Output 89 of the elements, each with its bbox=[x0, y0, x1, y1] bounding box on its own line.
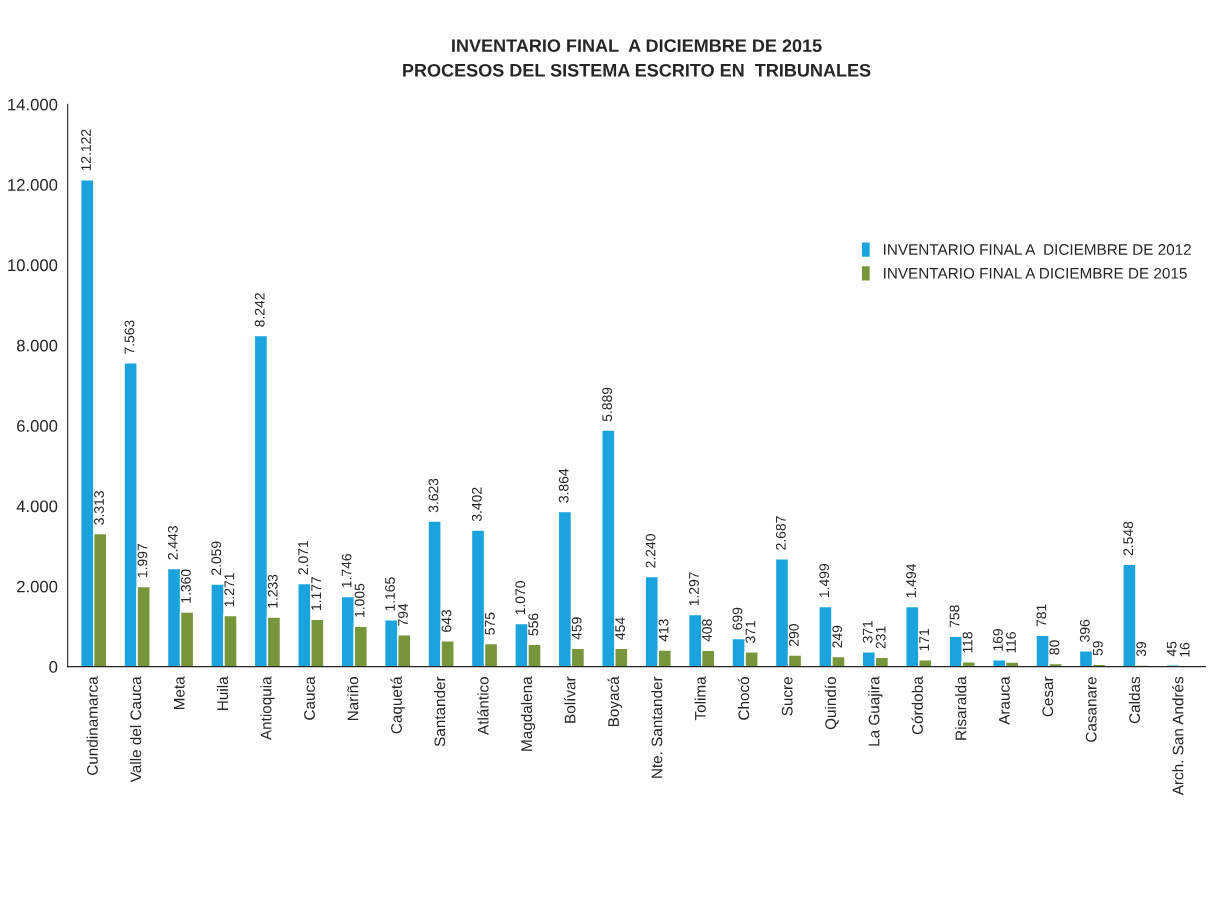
legend-label: INVENTARIO FINAL A DICIEMBRE DE 2015 bbox=[884, 267, 1187, 279]
data-label: 171 bbox=[919, 628, 929, 651]
data-label: 643 bbox=[441, 609, 452, 632]
data-label: 80 bbox=[1049, 640, 1060, 655]
data-label: 454 bbox=[615, 617, 626, 640]
x-tick-label: Nariño bbox=[347, 677, 359, 721]
data-label: 1.233 bbox=[267, 574, 278, 608]
x-tick-label: La Guajira bbox=[868, 676, 883, 746]
x-tick-label: Caquetá bbox=[390, 676, 405, 734]
data-label: 2.548 bbox=[1123, 521, 1134, 556]
data-label: 1.165 bbox=[385, 577, 395, 611]
data-label: 371 bbox=[862, 620, 873, 643]
x-tick-label: Antioquia bbox=[260, 676, 275, 741]
x-tick-label: Magdalena bbox=[520, 676, 536, 751]
y-tick-label: 10.000 bbox=[8, 259, 58, 272]
data-label: 290 bbox=[788, 624, 799, 646]
data-label: 459 bbox=[571, 617, 582, 640]
x-tick-label: Tolima bbox=[694, 676, 706, 721]
x-tick-label: Bolívar bbox=[564, 676, 576, 723]
x-tick-label: Córdoba bbox=[911, 676, 923, 735]
data-label: 371 bbox=[745, 620, 756, 643]
data-label: 3.402 bbox=[471, 487, 482, 522]
data-label: 39 bbox=[1136, 641, 1147, 657]
data-label: 699 bbox=[732, 607, 743, 630]
data-label: 1.070 bbox=[515, 581, 526, 615]
data-label: 3.623 bbox=[428, 478, 439, 513]
data-label: 1.271 bbox=[224, 573, 235, 607]
x-tick-label: Boyacá bbox=[607, 676, 623, 727]
data-label: 45 bbox=[1166, 641, 1177, 657]
data-label: 1.494 bbox=[906, 563, 917, 598]
x-tick-label: Huila bbox=[216, 676, 229, 710]
data-label: 3.864 bbox=[558, 468, 569, 503]
data-label: 758 bbox=[949, 605, 960, 628]
y-tick-label: 4.000 bbox=[16, 500, 58, 513]
y-tick-label: 12.000 bbox=[8, 179, 58, 191]
data-label: 781 bbox=[1036, 604, 1047, 627]
data-label: 7.563 bbox=[124, 320, 135, 354]
data-label: 249 bbox=[832, 625, 843, 648]
data-label: 2.240 bbox=[645, 534, 656, 568]
x-tick-label: Cauca bbox=[304, 676, 315, 720]
legend-label: INVENTARIO FINAL A DICIEMBRE DE 2012 bbox=[884, 244, 1191, 255]
x-tick-label: Casanare bbox=[1085, 677, 1097, 742]
y-tick-label: 14.000 bbox=[8, 98, 58, 111]
y-tick-label: 0 bbox=[49, 661, 58, 673]
data-label: 556 bbox=[528, 613, 539, 636]
x-tick-label: Cundinamarca bbox=[86, 676, 98, 775]
data-label: 8.242 bbox=[254, 293, 265, 327]
data-label: 396 bbox=[1079, 619, 1090, 642]
data-label: 16 bbox=[1179, 642, 1190, 657]
data-label: 413 bbox=[658, 619, 669, 642]
x-tick-label: Arauca bbox=[999, 676, 1010, 725]
x-tick-label: Quindío bbox=[824, 677, 839, 730]
data-label: 1.499 bbox=[819, 564, 830, 598]
data-label: 5.889 bbox=[602, 387, 613, 422]
x-tick-label: Valle del Cauca bbox=[130, 676, 142, 783]
x-tick-label: Atlántico bbox=[477, 677, 489, 735]
data-label: 575 bbox=[485, 612, 495, 635]
data-label: 1.746 bbox=[341, 554, 352, 588]
data-label: 1.997 bbox=[137, 544, 148, 578]
y-tick-label: 6.000 bbox=[17, 420, 58, 432]
x-tick-label: Cesar bbox=[1042, 676, 1054, 717]
chart-title: INVENTARIO FINAL A DICIEMBRE DE 2015 PROCESOS DEL SISTEMA ESCRITO EN TRIBUNALES bbox=[403, 39, 871, 77]
x-tick-label: Chocó bbox=[737, 677, 750, 720]
data-label: 1.005 bbox=[354, 583, 365, 617]
data-label: 12.122 bbox=[81, 129, 91, 171]
y-tick-label: 8.000 bbox=[16, 339, 58, 352]
x-tick-label: Sucre bbox=[781, 677, 793, 716]
x-tick-label: Nte. Santander bbox=[651, 676, 663, 778]
data-label: 169 bbox=[993, 629, 1003, 651]
data-label: 1.177 bbox=[311, 576, 321, 610]
data-label: 794 bbox=[398, 603, 408, 626]
data-label: 3.313 bbox=[94, 491, 104, 525]
data-label: 2.059 bbox=[211, 541, 222, 575]
y-tick-label: 2.000 bbox=[17, 580, 58, 593]
data-label: 118 bbox=[962, 632, 973, 653]
data-label: 116 bbox=[1006, 632, 1016, 653]
x-tick-label: Caldas bbox=[1128, 676, 1141, 724]
x-tick-label: Risaralda bbox=[955, 676, 967, 740]
data-label: 231 bbox=[875, 626, 886, 649]
x-tick-label: Arch. San Andrés bbox=[1172, 676, 1184, 796]
data-label: 1.297 bbox=[689, 572, 699, 606]
x-tick-label: Meta bbox=[174, 676, 185, 710]
x-tick-label: Santander bbox=[433, 676, 446, 747]
data-label: 2.687 bbox=[775, 516, 786, 550]
data-label: 1.360 bbox=[180, 569, 191, 603]
data-label: 2.443 bbox=[167, 526, 178, 560]
data-label: 2.071 bbox=[298, 541, 309, 575]
data-label: 59 bbox=[1092, 641, 1103, 656]
data-label: 408 bbox=[702, 619, 712, 642]
